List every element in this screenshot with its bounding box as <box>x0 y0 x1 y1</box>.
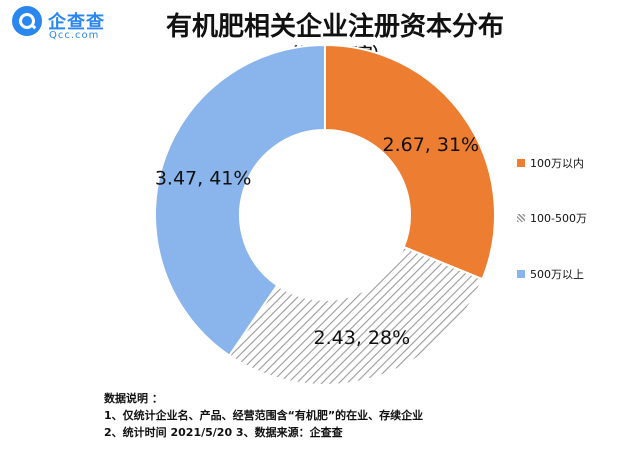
donut-slice-0 <box>324 43 496 281</box>
notes-line-2: 2、统计时间 2021/5/20 3、数据来源：企查查 <box>104 426 343 439</box>
slice-label-1: 2.43, 28% <box>314 327 411 349</box>
slice-label-0: 2.67, 31% <box>382 134 479 156</box>
chart-title: 有机肥相关企业注册资本分布 <box>165 12 504 42</box>
legend-swatch-100-500wan <box>517 214 525 222</box>
legend-swatch-100wan <box>517 159 525 167</box>
legend-label-500wan: 500万以上 <box>530 268 584 281</box>
legend-item-100wan: 100万以内 <box>517 155 637 171</box>
logo-text-en: Qcc.com <box>49 30 100 41</box>
legend-item-500wan: 500万以上 <box>517 266 637 282</box>
notes-heading: 数据说明 ： <box>104 392 163 405</box>
logo-text-cn: 企查查 <box>48 12 105 33</box>
magnifier-logo-icon <box>12 6 42 36</box>
legend-label-100wan: 100万以内 <box>530 157 584 170</box>
legend-label-100-500wan: 100-500万 <box>530 212 587 225</box>
notes-line-1: 1、仅统计企业名、产品、经营范围含“有机肥”的在业、存续企业 <box>104 409 424 422</box>
donut-slice-2 <box>154 43 326 357</box>
donut-slice-1 <box>227 245 484 386</box>
brand-logo: 企查查 Qcc.com <box>12 6 132 46</box>
legend-item-100-500wan: 100-500万 <box>517 210 637 226</box>
legend-swatch-500wan <box>517 270 525 278</box>
data-notes: 数据说明 ： 1、仅统计企业名、产品、经营范围含“有机肥”的在业、存续企业 2、… <box>104 390 423 441</box>
slice-label-2: 3.47, 41% <box>155 167 252 189</box>
